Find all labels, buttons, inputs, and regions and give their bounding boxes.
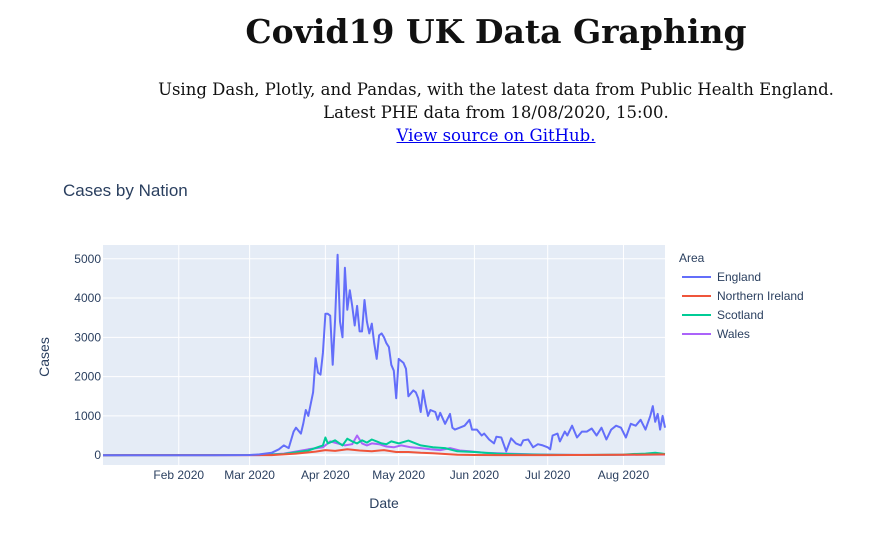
y-axis-title: Cases — [36, 337, 52, 377]
page-subtitle: Using Dash, Plotly, and Pandas, with the… — [0, 78, 872, 147]
page-title: Covid19 UK Data Graphing — [245, 12, 747, 51]
x-tick-label: Feb 2020 — [153, 468, 204, 482]
x-tick-label: Aug 2020 — [598, 468, 650, 482]
y-tick-label: 5000 — [74, 252, 101, 266]
legend-title: Area — [679, 251, 705, 265]
legend: England Northern Ireland Scotland Wales — [682, 270, 804, 341]
series-line-northern-ireland — [102, 448, 666, 457]
series-line-england — [103, 253, 666, 457]
y-tick-label: 3000 — [74, 330, 101, 344]
legend-label-scotland[interactable]: Scotland — [717, 308, 764, 322]
x-tick-label: Mar 2020 — [224, 468, 275, 482]
y-tick-label: 1000 — [74, 409, 101, 423]
github-source-link[interactable]: View source on GitHub. — [396, 126, 596, 145]
x-tick-label: Jul 2020 — [525, 468, 571, 482]
data-timestamp-line: Latest PHE data from 18/08/2020, 15:00. — [323, 103, 669, 122]
description-line: Using Dash, Plotly, and Pandas, with the… — [158, 80, 834, 99]
x-tick-label: May 2020 — [372, 468, 425, 482]
x-tick-label: Apr 2020 — [301, 468, 350, 482]
legend-label-northern-ireland[interactable]: Northern Ireland — [717, 289, 804, 303]
y-tick-label: 0 — [94, 448, 101, 462]
legend-label-wales[interactable]: Wales — [717, 327, 750, 341]
x-axis-title: Date — [369, 495, 399, 511]
y-tick-label: 4000 — [74, 291, 101, 305]
legend-label-england[interactable]: England — [717, 270, 761, 284]
x-tick-label: Jun 2020 — [450, 468, 500, 482]
y-tick-label: 2000 — [74, 370, 101, 384]
chart-title: Cases by Nation — [63, 181, 188, 200]
